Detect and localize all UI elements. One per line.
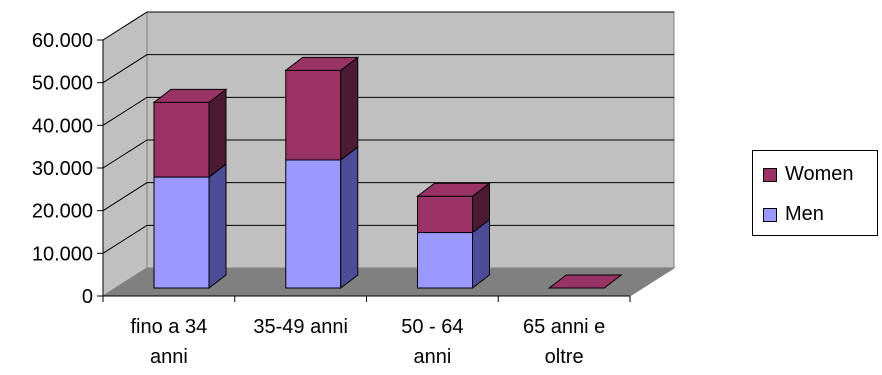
x-tick-label: 65 anni e bbox=[523, 316, 605, 338]
legend-item-women: Women bbox=[763, 163, 854, 186]
y-tick-label: 50.000 bbox=[32, 73, 93, 95]
bar-side-women bbox=[340, 56, 359, 162]
legend-label-men: Men bbox=[785, 203, 824, 225]
gridline bbox=[102, 96, 674, 126]
y-tick-label: 60.000 bbox=[32, 30, 93, 52]
bar-side-men bbox=[208, 163, 227, 290]
y-tick-label: 20.000 bbox=[32, 201, 93, 223]
bar-side-men bbox=[340, 145, 359, 290]
bar-women bbox=[153, 101, 210, 178]
legend: Women Men bbox=[752, 150, 878, 236]
bar-women bbox=[285, 69, 342, 161]
legend-swatch-men bbox=[763, 207, 777, 222]
bar-men bbox=[417, 232, 473, 289]
y-tick-label: 10.000 bbox=[32, 243, 93, 265]
legend-swatch-women bbox=[763, 167, 777, 182]
bar-women bbox=[417, 195, 473, 234]
x-tick-label: anni bbox=[413, 346, 451, 368]
x-tick-label: 35-49 anni bbox=[253, 316, 348, 338]
y-tick-label: 0 bbox=[82, 286, 93, 308]
gridline bbox=[102, 182, 674, 212]
bar-top-women bbox=[547, 274, 623, 289]
x-tick-label: 50 - 64 bbox=[401, 316, 463, 338]
bar-men bbox=[153, 176, 210, 289]
gridline bbox=[102, 139, 674, 169]
bar-top-women bbox=[152, 88, 228, 103]
legend-item-men: Men bbox=[763, 203, 824, 226]
bar-men bbox=[285, 159, 342, 289]
x-tick-label: anni bbox=[150, 346, 188, 368]
bar-top-women bbox=[284, 56, 360, 71]
x-tick-label: oltre bbox=[545, 346, 584, 368]
gridline bbox=[102, 11, 674, 41]
y-tick-label: 40.000 bbox=[32, 115, 93, 137]
y-tick-label: 30.000 bbox=[32, 158, 93, 180]
legend-label-women: Women bbox=[785, 163, 854, 185]
gridline bbox=[102, 224, 674, 254]
x-tick-label: fino a 34 bbox=[131, 316, 208, 338]
bar-top-women bbox=[416, 182, 491, 197]
bar-side-women bbox=[208, 88, 227, 179]
gridline bbox=[102, 54, 674, 84]
